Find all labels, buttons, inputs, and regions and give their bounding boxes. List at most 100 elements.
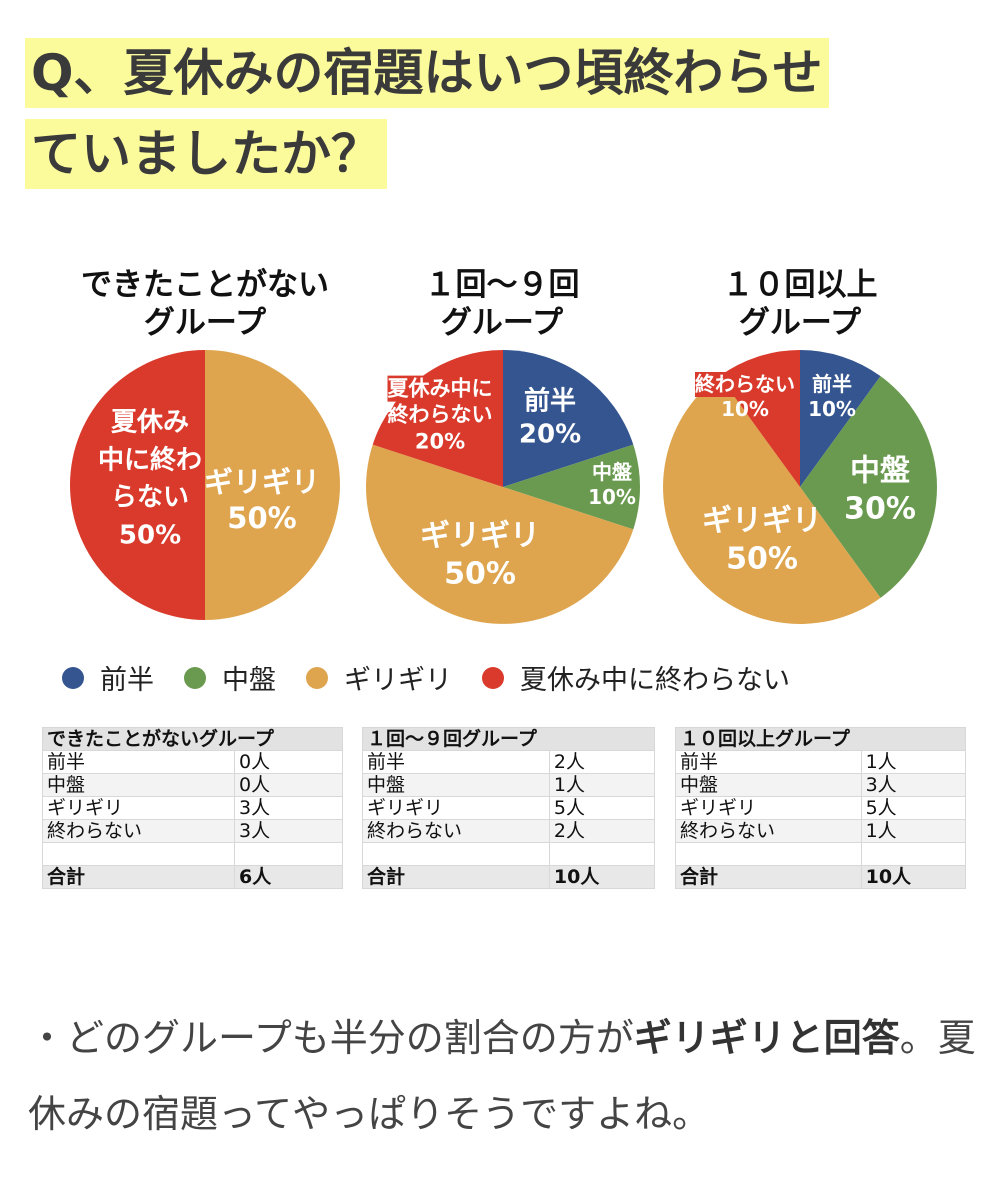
table-cell bbox=[362, 842, 550, 866]
legend: 前半 中盤 ギリギリ 夏休み中に終わらない bbox=[62, 658, 820, 697]
table-cell: 前半 bbox=[675, 750, 862, 774]
table-cell bbox=[234, 842, 343, 866]
question-title-line1: Q、夏休みの宿題はいつ頃終わらせ bbox=[25, 38, 829, 108]
pie-title: １０回以上 グループ bbox=[650, 266, 950, 342]
table-cell: 5人 bbox=[548, 796, 656, 820]
table-row bbox=[675, 842, 967, 866]
legend-item: 夏休み中に終わらない bbox=[482, 658, 790, 697]
legend-label: 中盤 bbox=[222, 665, 276, 696]
table-row: ギリギリ 5人 bbox=[362, 796, 656, 820]
table-row: １０回以上グループ bbox=[675, 727, 966, 751]
pie-title: できたことがない グループ bbox=[55, 266, 355, 342]
pie-slice-前半 bbox=[800, 350, 881, 487]
pie-label-line: 中盤 bbox=[592, 460, 632, 484]
table-cell: １回〜９回グループ bbox=[362, 727, 655, 751]
pie-slice-ギリギリ bbox=[205, 350, 340, 620]
table-cell: 前半 bbox=[42, 750, 235, 774]
pie-data-label: ギリギリ 50% bbox=[204, 464, 320, 537]
table-cell: 6人 bbox=[234, 865, 343, 889]
table-cell: 3人 bbox=[234, 796, 343, 820]
table-cell: 1人 bbox=[860, 819, 967, 843]
table-cell: ギリギリ bbox=[362, 796, 550, 820]
table-cell: 中盤 bbox=[675, 773, 862, 797]
pie-data-label: 終わらない 10% bbox=[695, 372, 795, 422]
pie-data-label: 中盤 30% bbox=[844, 453, 916, 528]
table-cell: 終わらない bbox=[42, 819, 235, 843]
table-cell: 3人 bbox=[234, 819, 343, 843]
table-row: 中盤 1人 bbox=[362, 773, 656, 797]
pie-label-line: 前半 bbox=[812, 372, 852, 396]
pie-label-line: 50% bbox=[227, 501, 297, 535]
pie-data-label: 前半 10% bbox=[808, 372, 856, 422]
legend-item: ギリギリ bbox=[306, 658, 452, 697]
pie-title-line: グループ bbox=[143, 305, 267, 341]
pie-data-label: 前半 20% bbox=[519, 386, 581, 451]
pie-label-line: み bbox=[162, 407, 190, 438]
table-row: 前半 1人 bbox=[675, 750, 967, 774]
pie-data-label: 夏休み 中に終わ らない 50% bbox=[98, 405, 202, 556]
pie-slice-ギリギリ bbox=[366, 444, 634, 624]
table-row bbox=[42, 842, 343, 866]
table-row: できたことがないグループ bbox=[42, 727, 343, 751]
table-cell: 前半 bbox=[362, 750, 550, 774]
pie-title-line: グループ bbox=[440, 305, 564, 341]
pie-label-line: 前半 bbox=[523, 386, 577, 417]
table-row: 中盤 0人 bbox=[42, 773, 343, 797]
table-row bbox=[362, 842, 656, 866]
question-title-line2: ていましたか？ bbox=[25, 119, 387, 189]
table-cell: 終わらない bbox=[362, 819, 550, 843]
table-cell: 0人 bbox=[234, 773, 343, 797]
pie-label-line: 10% bbox=[808, 397, 856, 421]
table-row: 終わらない 1人 bbox=[675, 819, 967, 843]
pie-label-line: 終わらない bbox=[695, 372, 795, 397]
pie-slice-前半 bbox=[503, 350, 634, 487]
table-cell bbox=[548, 842, 656, 866]
table-cell: 3人 bbox=[860, 773, 967, 797]
summary-text-end: 。夏休みの宿題ってやっぱりそうですよね。 bbox=[28, 1016, 976, 1136]
summary-bold: ギリギリと回答 bbox=[633, 1016, 900, 1060]
pie-title-line: できたことがない bbox=[81, 267, 329, 303]
table-row: 中盤 3人 bbox=[675, 773, 967, 797]
pie-label-line: 20% bbox=[414, 429, 466, 454]
table-cell: 1人 bbox=[860, 750, 967, 774]
legend-dot-icon bbox=[184, 666, 206, 689]
pie-label-line: 50% bbox=[726, 541, 798, 576]
table-row: １回〜９回グループ bbox=[362, 727, 655, 751]
pie-data-label: 夏休み中に 終わらない 20% bbox=[387, 375, 493, 455]
table-cell: 中盤 bbox=[42, 773, 235, 797]
pie-data-label: ギリギリ 50% bbox=[420, 518, 540, 593]
pie-label-line: 50% bbox=[118, 520, 182, 551]
table-cell: 2人 bbox=[548, 819, 656, 843]
pie-slice-夏休み中に終わらない bbox=[70, 350, 205, 620]
count-table: １０回以上グループ 前半 1人 中盤 3人 ギリギリ 5人 終わらない 1人 合計 10人 bbox=[675, 727, 967, 889]
table-cell: 終わらない bbox=[675, 819, 862, 843]
pie-label-line: 50% bbox=[444, 556, 516, 591]
legend-item: 中盤 bbox=[184, 658, 276, 697]
pie-label-line: ギリギリ bbox=[420, 518, 540, 554]
table-cell: 10人 bbox=[548, 865, 656, 889]
table-cell: 中盤 bbox=[362, 773, 550, 797]
table-cell: ギリギリ bbox=[42, 796, 235, 820]
pie-slice-中盤 bbox=[800, 376, 938, 598]
pie-label-line: 中盤 bbox=[850, 453, 910, 489]
pie-slice-ギリギリ bbox=[663, 376, 881, 624]
table-row: 合計 6人 bbox=[42, 865, 343, 889]
table-cell: 2人 bbox=[548, 750, 656, 774]
table-cell bbox=[42, 842, 235, 866]
pie-title-line: １回〜９回 bbox=[424, 267, 580, 303]
pie-label-line: 終わらない bbox=[387, 402, 493, 427]
pie-label-line: ギリギリ bbox=[702, 503, 822, 539]
pie-label-line: 夏休 bbox=[110, 407, 163, 438]
count-table: できたことがないグループ 前半 0人 中盤 0人 ギリギリ 3人 終わらない 3人 合計 6人 bbox=[42, 727, 343, 889]
legend-item: 前半 bbox=[62, 658, 154, 697]
pie-label-line: 30% bbox=[844, 491, 916, 526]
pie-label-line: 中に終わ bbox=[97, 445, 203, 476]
pie-slice-中盤 bbox=[503, 444, 640, 530]
table-row: 終わらない 3人 bbox=[42, 819, 343, 843]
legend-label: ギリギリ bbox=[344, 665, 452, 696]
pie-title: １回〜９回 グループ bbox=[352, 266, 652, 342]
pie-title-line: グループ bbox=[738, 305, 862, 341]
table-row: 終わらない 2人 bbox=[362, 819, 656, 843]
table-cell: 合計 bbox=[362, 865, 550, 889]
